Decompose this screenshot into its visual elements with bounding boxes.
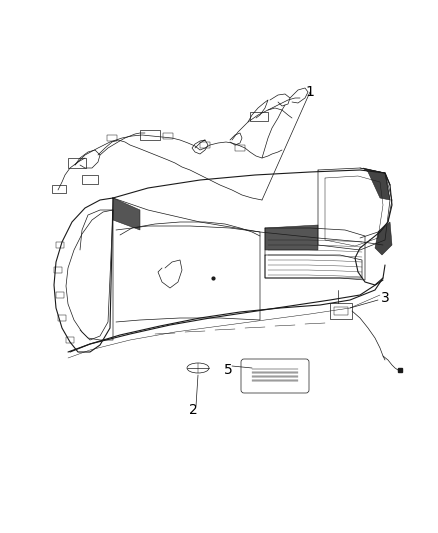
Bar <box>329 303 351 319</box>
Text: 1: 1 <box>305 85 314 99</box>
Bar <box>107 135 117 141</box>
Text: 2: 2 <box>188 403 197 417</box>
Bar <box>58 315 66 321</box>
Polygon shape <box>113 198 140 230</box>
Bar <box>162 133 173 139</box>
Bar <box>56 242 64 248</box>
Polygon shape <box>374 222 391 255</box>
Bar <box>54 267 62 273</box>
Bar <box>249 112 267 121</box>
Bar <box>200 142 209 148</box>
Bar <box>82 175 98 184</box>
Polygon shape <box>362 168 389 200</box>
Bar <box>52 185 66 193</box>
Bar <box>56 292 64 298</box>
Polygon shape <box>265 225 317 250</box>
Bar <box>234 145 244 151</box>
FancyBboxPatch shape <box>240 359 308 393</box>
Text: 3: 3 <box>380 291 389 305</box>
Bar <box>140 130 159 140</box>
Bar <box>333 307 347 315</box>
Bar <box>66 337 74 343</box>
Ellipse shape <box>187 363 208 373</box>
Bar <box>68 158 86 168</box>
Bar <box>247 365 302 387</box>
Text: 5: 5 <box>223 363 232 377</box>
